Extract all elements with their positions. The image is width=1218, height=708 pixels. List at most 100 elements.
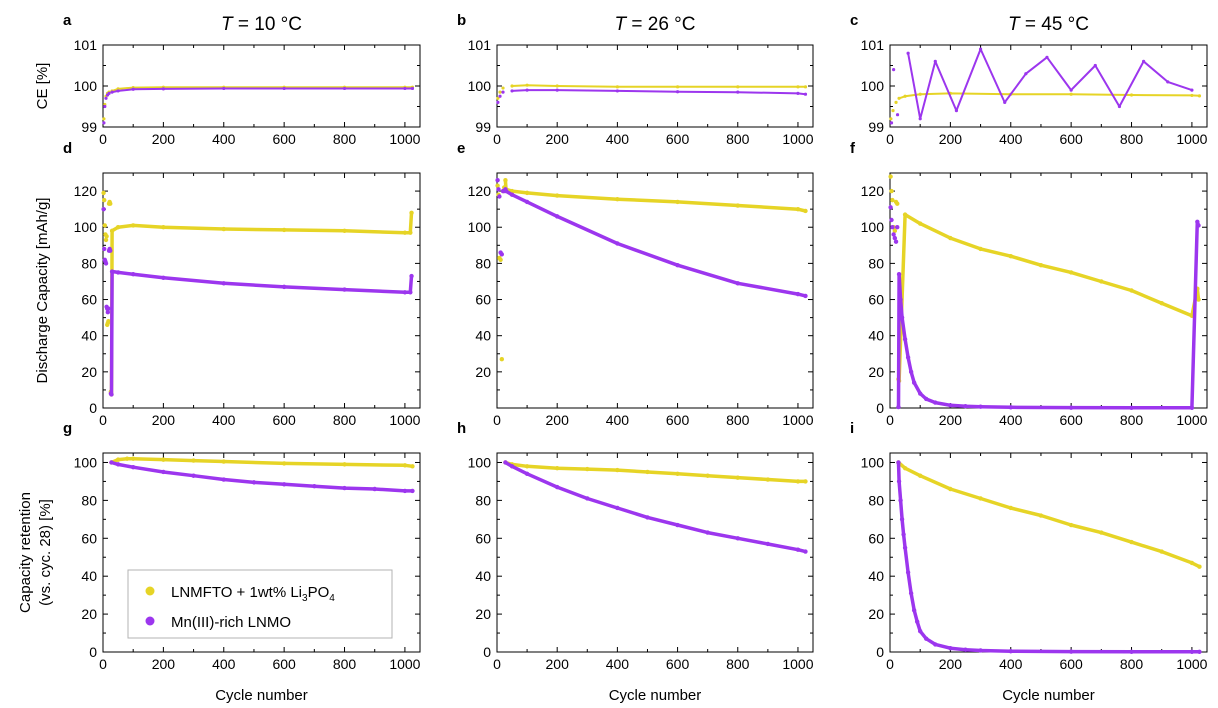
series-lnmfto: [101, 190, 414, 397]
y-tick-label: 80: [81, 492, 97, 508]
data-point: [495, 178, 500, 183]
data-point: [501, 90, 505, 94]
y-tick-label: 20: [81, 606, 97, 622]
series-trace: [503, 460, 808, 484]
x-tick-label: 1000: [389, 412, 420, 428]
legend-label: LNMFTO + 1wt% Li3PO4: [171, 584, 335, 604]
series-trace: [503, 178, 808, 213]
data-point: [890, 225, 895, 230]
y-tick-label: 20: [868, 364, 884, 380]
x-tick-label: 600: [666, 131, 690, 147]
panel-g: 0 200 400 600 800 1000 0 20 40 60 80 100 g: [63, 420, 421, 672]
data-point: [892, 235, 898, 241]
y-tick-label: 60: [475, 530, 491, 546]
series-lnmfto: [109, 456, 415, 469]
data-point: [895, 225, 900, 230]
series-trace: [109, 269, 414, 397]
series-lnmfto: [889, 91, 1202, 121]
series-lnmfto: [496, 83, 808, 100]
data-point: [889, 121, 894, 125]
y-tick-label: 101: [468, 37, 492, 53]
y-tick-label: 101: [74, 37, 98, 53]
y-tick-label: 20: [81, 364, 97, 380]
panel-f: 0 200 400 600 800 1000 0 20 40 60 80 100 120 f: [850, 140, 1208, 428]
panel-e: 0 200 400 600 800 1000 20 40 60 80 100 120 e: [457, 140, 814, 428]
x-tick-label: 200: [546, 131, 570, 147]
y-tick-label: 20: [868, 606, 884, 622]
y-tick-label: 120: [861, 183, 885, 199]
y-tick-label: 80: [81, 255, 97, 271]
x-tick-label: 600: [1059, 131, 1083, 147]
x-tick-label: 0: [886, 412, 894, 428]
x-tick-label: 600: [272, 656, 296, 672]
data-point: [106, 319, 111, 324]
y-tick-label: 80: [868, 492, 884, 508]
y-tick-label: 80: [475, 255, 491, 271]
x-tick-label: 400: [999, 131, 1023, 147]
column-title: T = 45 °C: [1008, 14, 1089, 35]
data-point: [495, 183, 500, 188]
series-mn3: [495, 178, 808, 299]
series-trace: [511, 89, 807, 96]
data-point: [499, 356, 505, 362]
x-tick-label: 1000: [782, 656, 813, 672]
legend-label-part: PO: [308, 584, 330, 601]
data-point: [889, 188, 894, 194]
y-tick-label: 80: [868, 255, 884, 271]
y-tick-label: 100: [468, 219, 492, 235]
data-point: [498, 257, 503, 262]
data-point: [894, 100, 898, 104]
data-point: [496, 96, 500, 100]
data-point: [891, 109, 895, 113]
legend-label-part: 4: [329, 593, 335, 604]
data-point: [496, 100, 500, 104]
x-tick-label: 800: [1120, 412, 1144, 428]
data-point: [103, 104, 107, 109]
data-point: [891, 232, 896, 237]
data-point: [496, 187, 501, 192]
x-tick-label: 800: [726, 656, 750, 672]
column-title-value: = 45 °C: [1020, 14, 1089, 35]
x-tick-label: 600: [272, 131, 296, 147]
data-point: [497, 194, 502, 199]
y-tick-label: 60: [81, 530, 97, 546]
x-tick-label: 0: [99, 131, 107, 147]
x-tick-label: 0: [886, 656, 894, 672]
plot-frame: [102, 172, 421, 409]
panel-letter: d: [63, 140, 72, 157]
data-point: [890, 197, 895, 203]
data-point: [102, 223, 108, 228]
data-point: [892, 228, 898, 234]
y-tick-label: 100: [74, 219, 98, 235]
data-point: [105, 309, 111, 315]
data-point: [103, 237, 109, 243]
x-tick-label: 0: [99, 412, 107, 428]
series-mn3: [896, 460, 1202, 655]
legend: LNMFTO + 1wt% Li3PO4 Mn(III)-rich LNMO: [127, 569, 393, 639]
y-tick-label: 100: [861, 219, 885, 235]
legend-label-part: 3: [302, 593, 308, 604]
x-tick-label: 0: [493, 656, 501, 672]
y-tick-label: 0: [876, 644, 884, 660]
x-tick-label: 200: [152, 656, 176, 672]
data-point: [499, 252, 505, 257]
series-mn3: [102, 86, 415, 125]
data-point: [498, 94, 502, 98]
data-point: [102, 117, 106, 121]
data-point: [888, 174, 893, 179]
x-tick-label: 600: [272, 412, 296, 428]
series-trace: [503, 187, 808, 298]
x-tick-label: 0: [493, 131, 501, 147]
y-tick-label: 101: [861, 37, 885, 53]
x-tick-label: 400: [212, 131, 236, 147]
series-trace: [896, 460, 1202, 654]
y-tick-label: 40: [868, 568, 884, 584]
panel-letter: c: [850, 12, 858, 29]
x-tick-label: 400: [212, 656, 236, 672]
y-tick-label: 20: [475, 364, 491, 380]
data-point: [102, 246, 107, 252]
y-tick-label: 40: [868, 328, 884, 344]
series-lnmfto: [495, 178, 808, 362]
